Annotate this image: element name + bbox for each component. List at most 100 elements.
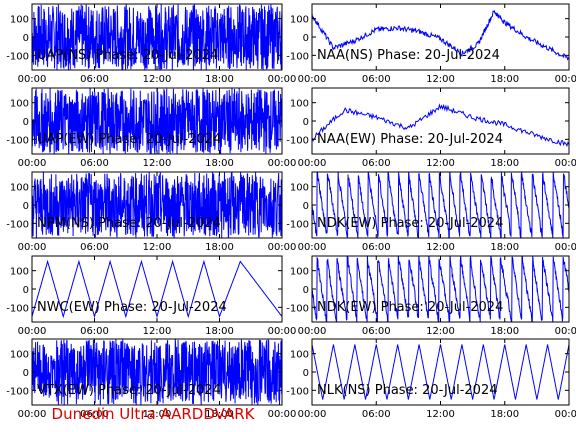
y-tick-label: -100 bbox=[286, 135, 309, 146]
y-tick-label: 100 bbox=[10, 350, 29, 361]
x-tick-label: 00:00 bbox=[268, 409, 297, 420]
y-tick-label: 100 bbox=[290, 99, 309, 110]
x-tick-label: 18:00 bbox=[205, 158, 234, 169]
x-tick-label: 18:00 bbox=[205, 326, 234, 337]
y-tick-label: -100 bbox=[286, 219, 309, 230]
x-tick-label: 18:00 bbox=[205, 74, 234, 85]
panel-title: NLK(NS) Phase: 20-Jul-2024 bbox=[317, 383, 498, 398]
x-tick-label: 00:00 bbox=[298, 409, 327, 420]
x-tick-label: 00:00 bbox=[555, 242, 576, 253]
x-tick-label: 00:00 bbox=[18, 74, 47, 85]
panel-title: NPM(NS) Phase: 20-Jul-2024 bbox=[37, 216, 221, 231]
y-tick-label: -100 bbox=[286, 386, 309, 397]
x-tick-label: 12:00 bbox=[143, 74, 172, 85]
x-tick-label: 12:00 bbox=[426, 409, 455, 420]
footer-text: Dunedin Ultra AARDDVARK bbox=[51, 405, 255, 423]
panel-title: NDK(EW) Phase: 20-Jul-2024 bbox=[317, 300, 503, 315]
x-tick-label: 00:00 bbox=[555, 158, 576, 169]
x-tick-label: 12:00 bbox=[143, 158, 172, 169]
x-tick-label: 00:00 bbox=[298, 326, 327, 337]
panel-title: NWC(EW) Phase: 20-Jul-2024 bbox=[37, 300, 227, 315]
panel-title: NAA(EW) Phase: 20-Jul-2024 bbox=[317, 132, 503, 147]
x-tick-label: 00:00 bbox=[268, 158, 297, 169]
x-tick-label: 18:00 bbox=[490, 409, 519, 420]
x-tick-label: 00:00 bbox=[268, 74, 297, 85]
panel-title: UAP(NS) Phase: 20-Jul-2024 bbox=[37, 48, 218, 63]
series-line bbox=[312, 256, 569, 322]
x-tick-label: 06:00 bbox=[362, 242, 391, 253]
x-tick-label: 12:00 bbox=[426, 74, 455, 85]
y-tick-label: 100 bbox=[290, 350, 309, 361]
y-tick-label: 100 bbox=[10, 99, 29, 110]
x-tick-label: 00:00 bbox=[18, 158, 47, 169]
x-tick-label: 00:00 bbox=[298, 242, 327, 253]
x-tick-label: 00:00 bbox=[298, 74, 327, 85]
chart-panel: 100 0 -100 00:00 06:00 12:00 18:00 00:00 NAA(NS)… bbox=[286, 3, 576, 85]
x-tick-label: 06:00 bbox=[362, 326, 391, 337]
y-tick-label: -100 bbox=[6, 219, 29, 230]
panel-title: VTX(EW) Phase: 20-Jul-2024 bbox=[37, 383, 221, 398]
series-line bbox=[32, 88, 282, 154]
x-tick-label: 00:00 bbox=[18, 242, 47, 253]
x-tick-label: 00:00 bbox=[555, 326, 576, 337]
y-tick-label: 0 bbox=[303, 117, 309, 128]
x-tick-label: 06:00 bbox=[362, 409, 391, 420]
x-tick-label: 12:00 bbox=[143, 409, 172, 420]
y-tick-label: -100 bbox=[6, 135, 29, 146]
series-line bbox=[32, 339, 282, 405]
y-tick-label: 0 bbox=[303, 285, 309, 296]
y-tick-label: 100 bbox=[290, 183, 309, 194]
chart-panel: 100 0 -100 00:00 06:00 12:00 18:00 00:00 UAP(EW)… bbox=[6, 87, 297, 169]
series-line bbox=[312, 172, 569, 238]
y-tick-label: -100 bbox=[6, 51, 29, 62]
panel-title: UAP(EW) Phase: 20-Jul-2024 bbox=[37, 132, 221, 147]
chart-panel: 100 0 -100 00:00 06:00 12:00 18:00 00:00 NPM(NS)… bbox=[6, 171, 297, 253]
x-tick-label: 06:00 bbox=[80, 409, 109, 420]
x-tick-label: 18:00 bbox=[490, 326, 519, 337]
x-tick-label: 00:00 bbox=[18, 326, 47, 337]
y-tick-label: 100 bbox=[290, 15, 309, 26]
x-tick-label: 06:00 bbox=[80, 326, 109, 337]
y-tick-label: 0 bbox=[303, 201, 309, 212]
x-tick-label: 18:00 bbox=[205, 409, 234, 420]
y-tick-label: 0 bbox=[23, 368, 29, 379]
y-tick-label: 0 bbox=[23, 117, 29, 128]
series-line bbox=[32, 259, 282, 319]
y-tick-label: 0 bbox=[303, 33, 309, 44]
y-tick-label: -100 bbox=[6, 303, 29, 314]
chart-panel: 100 0 -100 00:00 06:00 12:00 18:00 00:00 NWC(EW)… bbox=[6, 255, 296, 337]
x-tick-label: 00:00 bbox=[268, 242, 297, 253]
series-line bbox=[32, 4, 282, 70]
y-tick-label: 0 bbox=[23, 285, 29, 296]
x-tick-label: 06:00 bbox=[80, 242, 109, 253]
x-tick-label: 12:00 bbox=[143, 242, 172, 253]
y-tick-label: 100 bbox=[10, 183, 29, 194]
y-tick-label: 100 bbox=[10, 15, 29, 26]
x-tick-label: 06:00 bbox=[80, 158, 109, 169]
x-tick-label: 00:00 bbox=[555, 74, 576, 85]
x-tick-label: 06:00 bbox=[362, 74, 391, 85]
series-line bbox=[312, 344, 569, 400]
series-line bbox=[312, 10, 569, 61]
y-tick-label: -100 bbox=[6, 386, 29, 397]
footer: Dunedin Ultra AARDDVARK bbox=[0, 404, 576, 423]
x-tick-label: 06:00 bbox=[80, 74, 109, 85]
chart-panel: 100 0 -100 00:00 06:00 12:00 18:00 00:00 NLK(NS)… bbox=[286, 338, 576, 420]
x-tick-label: 18:00 bbox=[490, 74, 519, 85]
panel-title: NDK(EW) Phase: 20-Jul-2024 bbox=[317, 216, 503, 231]
x-tick-label: 12:00 bbox=[426, 158, 455, 169]
y-tick-label: -100 bbox=[286, 51, 309, 62]
x-tick-label: 12:00 bbox=[426, 242, 455, 253]
x-tick-label: 00:00 bbox=[18, 409, 47, 420]
chart-panel: 100 0 -100 00:00 06:00 12:00 18:00 00:00 VTX(EW)… bbox=[6, 338, 297, 420]
chart-panel: 100 0 -100 00:00 06:00 12:00 18:00 00:00 NDK(EW)… bbox=[286, 255, 576, 337]
x-tick-label: 18:00 bbox=[205, 242, 234, 253]
x-tick-label: 18:00 bbox=[490, 158, 519, 169]
x-tick-label: 06:00 bbox=[362, 158, 391, 169]
series-line bbox=[32, 172, 282, 238]
chart-panel: 100 0 -100 00:00 06:00 12:00 18:00 00:00 UAP(NS)… bbox=[6, 3, 297, 85]
x-tick-label: 12:00 bbox=[143, 326, 172, 337]
y-tick-label: 0 bbox=[23, 33, 29, 44]
chart-panel: 100 0 -100 00:00 06:00 12:00 18:00 00:00 NAA(EW)… bbox=[286, 87, 576, 169]
